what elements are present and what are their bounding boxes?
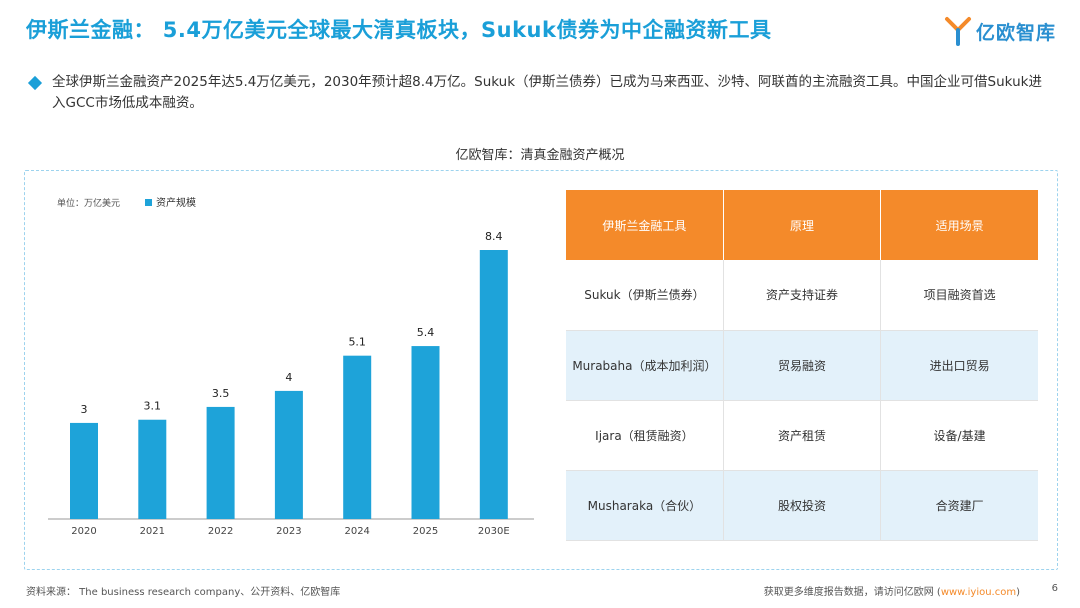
page-title: 伊斯兰金融： 5.4万亿美元全球最大清真板块，Sukuk债券为中企融资新工具 <box>26 18 772 42</box>
x-tick-label-2020: 2020 <box>71 526 96 537</box>
more-info-prefix: 获取更多维度报告数据，请访问亿欧网 ( <box>763 587 941 598</box>
logo-text: 亿欧智库 <box>976 21 1057 44</box>
x-tick-label-2022: 2022 <box>208 526 233 537</box>
source-note: 资料来源： The business research company、公开资料… <box>26 587 341 598</box>
content-frame <box>24 170 1058 570</box>
x-tick-label-2023: 2023 <box>276 526 301 537</box>
bar-2020 <box>70 422 98 519</box>
more-info-note: 获取更多维度报告数据，请访问亿欧网 (www.iyiou.com) <box>764 583 1020 598</box>
table-cell: 资产租赁 <box>723 400 882 471</box>
table-cell: 股权投资 <box>723 470 882 541</box>
table-cell: Sukuk（伊斯兰债券） <box>566 260 724 331</box>
data-label-2030E: 8.4 <box>485 230 503 243</box>
table-row: Ijara（租赁融资） 资产租赁 设备/基建 <box>566 400 1038 471</box>
table-cell: Musharaka（合伙） <box>566 470 724 541</box>
data-label-2023: 4 <box>285 371 292 384</box>
bar-2024 <box>343 355 372 519</box>
legend-swatch <box>145 199 152 206</box>
bar-2021 <box>138 419 167 519</box>
table-cell: 项目融资首选 <box>880 260 1038 331</box>
data-label-2021: 3.1 <box>144 400 162 413</box>
summary-bullet: 全球伊斯兰金融资产2025年达5.4万亿美元，2030年预计超8.4万亿。Suk… <box>27 72 1050 114</box>
table-cell: Ijara（租赁融资） <box>566 400 724 471</box>
x-tick-label-2025: 2025 <box>413 526 438 537</box>
bar-2025 <box>411 346 440 519</box>
x-tick-label-2030E: 2030E <box>478 526 510 537</box>
table-cell: Murabaha（成本加利润） <box>566 330 724 401</box>
page-number: 6 <box>1051 583 1058 594</box>
bar-2023 <box>274 390 303 519</box>
bar-2022 <box>206 406 235 519</box>
table-cell: 资产支持证券 <box>723 260 882 331</box>
section-title: 亿欧智库：清真金融资产概况 <box>455 148 625 163</box>
table-row: Murabaha（成本加利润） 贸易融资 进出口贸易 <box>566 330 1038 401</box>
data-label-2025: 5.4 <box>417 326 435 339</box>
table-header-row: 伊斯兰金融工具 原理 适用场景 <box>566 190 1038 260</box>
website-link[interactable]: www.iyiou.com <box>940 587 1017 598</box>
table-cell: 进出口贸易 <box>880 330 1038 401</box>
table-header-cell: 伊斯兰金融工具 <box>566 190 724 260</box>
x-tick-label-2024: 2024 <box>344 526 369 537</box>
legend-label: 资产规模 <box>156 196 196 209</box>
table-cell: 设备/基建 <box>880 400 1038 471</box>
x-tick-label-2021: 2021 <box>140 526 165 537</box>
table-cell: 合资建厂 <box>880 470 1038 541</box>
summary-text: 全球伊斯兰金融资产2025年达5.4万亿美元，2030年预计超8.4万亿。Suk… <box>52 74 1042 111</box>
logo: 亿欧智库 <box>944 14 1056 48</box>
table-cell: 贸易融资 <box>723 330 882 401</box>
data-label-2020: 3 <box>81 403 88 416</box>
bar-chart: 单位：万亿美元 资产规模 3 2020 3.1 2021 3.5 2022 4 2023 5.1… <box>48 196 534 537</box>
data-label-2024: 5.1 <box>348 336 366 349</box>
instrument-table: 伊斯兰金融工具 原理 适用场景 Sukuk（伊斯兰债券） 资产支持证券 项目融资… <box>566 190 1038 541</box>
data-label-2022: 3.5 <box>212 387 230 400</box>
bar-2030E <box>479 250 508 519</box>
chart-unit-label: 单位：万亿美元 <box>57 197 120 209</box>
table-row: Musharaka（合伙） 股权投资 合资建厂 <box>566 470 1038 541</box>
diamond-bullet-icon <box>27 75 43 91</box>
more-info-suffix: ) <box>1016 587 1020 598</box>
table-header-cell: 原理 <box>723 190 882 260</box>
logo-mark-icon <box>945 17 971 46</box>
table-header-cell: 适用场景 <box>880 190 1038 260</box>
table-row: Sukuk（伊斯兰债券） 资产支持证券 项目融资首选 <box>566 260 1038 331</box>
